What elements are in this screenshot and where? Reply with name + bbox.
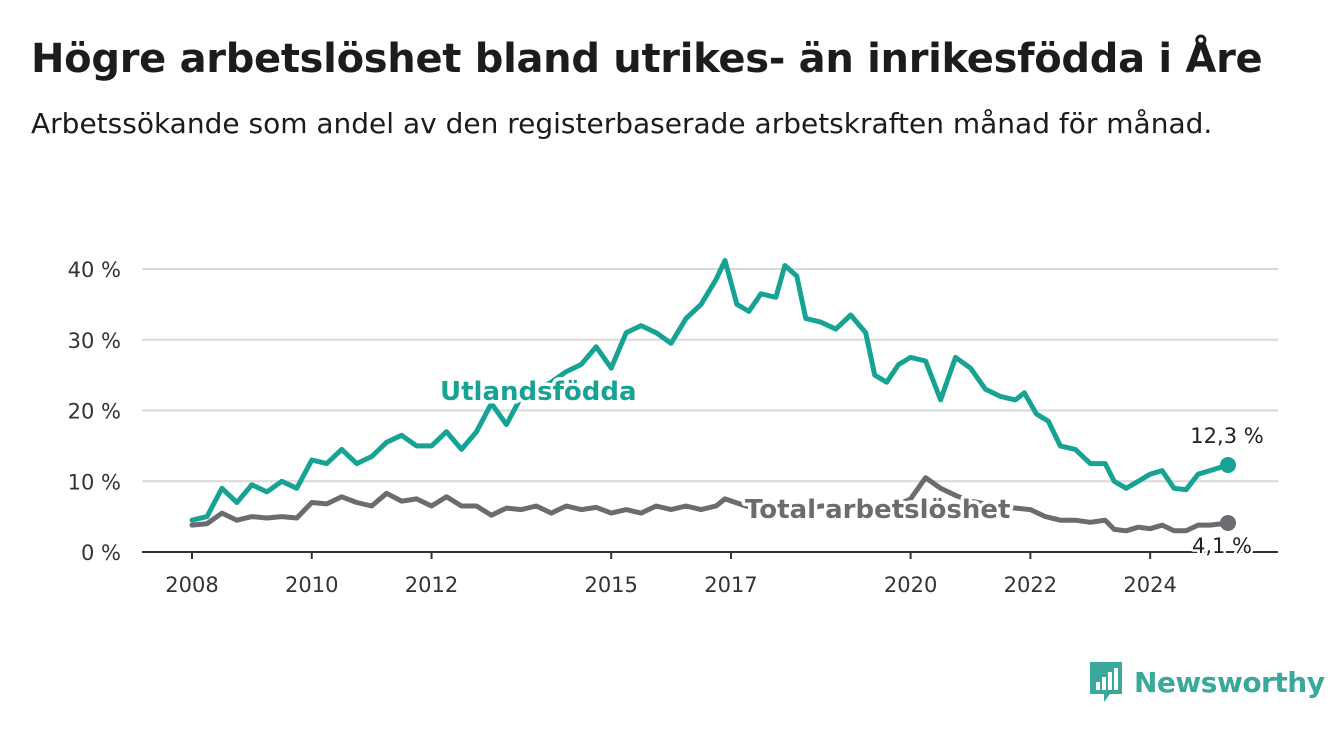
series-name-label: Total arbetslöshet [745,495,1010,525]
series-end-value-label: 12,3 % [1190,424,1263,448]
y-tick-label: 30 % [68,329,121,353]
x-tick-label: 2015 [584,573,637,597]
series-line-1 [189,475,1231,534]
y-tick-label: 0 % [81,541,121,565]
x-tick-label: 2008 [165,573,218,597]
series-end-point-1 [1220,514,1236,531]
chart-subtitle: Arbetssökande som andel av den registerb… [31,107,1213,140]
series-lines [189,258,1236,534]
gridlines [142,268,1278,483]
x-tick-label: 2020 [884,573,937,597]
y-axis-labels: 0 % 10 % 20 % 30 % 40 % [68,258,121,565]
newsworthy-logo: Newsworthy [1088,660,1325,704]
x-tick-label: 2022 [1004,573,1057,597]
series-end-point-0 [1220,456,1236,473]
x-tick-label: 2012 [405,573,458,597]
x-tick-label: 2024 [1123,573,1176,597]
x-axis: 2008 2010 2012 2015 2017 2020 2022 2024 [142,551,1278,597]
bar-chart-speech-bubble-icon [1090,662,1122,702]
series-line-0 [189,258,1231,523]
y-tick-label: 10 % [68,470,121,494]
series-labels: Total arbetslöshet 4,1 % Utlandsfödda 12,3 … [437,374,1267,561]
series-end-value-label: 4,1 % [1192,534,1252,558]
chart-title: Högre arbetslöshet bland utrikes- än inr… [31,36,1263,82]
y-tick-label: 20 % [68,400,121,424]
brand-name: Newsworthy [1134,665,1325,699]
y-tick-label: 40 % [68,258,121,282]
x-tick-label: 2010 [285,573,338,597]
series-name-label: Utlandsfödda [440,377,637,407]
x-tick-label: 2017 [704,573,757,597]
